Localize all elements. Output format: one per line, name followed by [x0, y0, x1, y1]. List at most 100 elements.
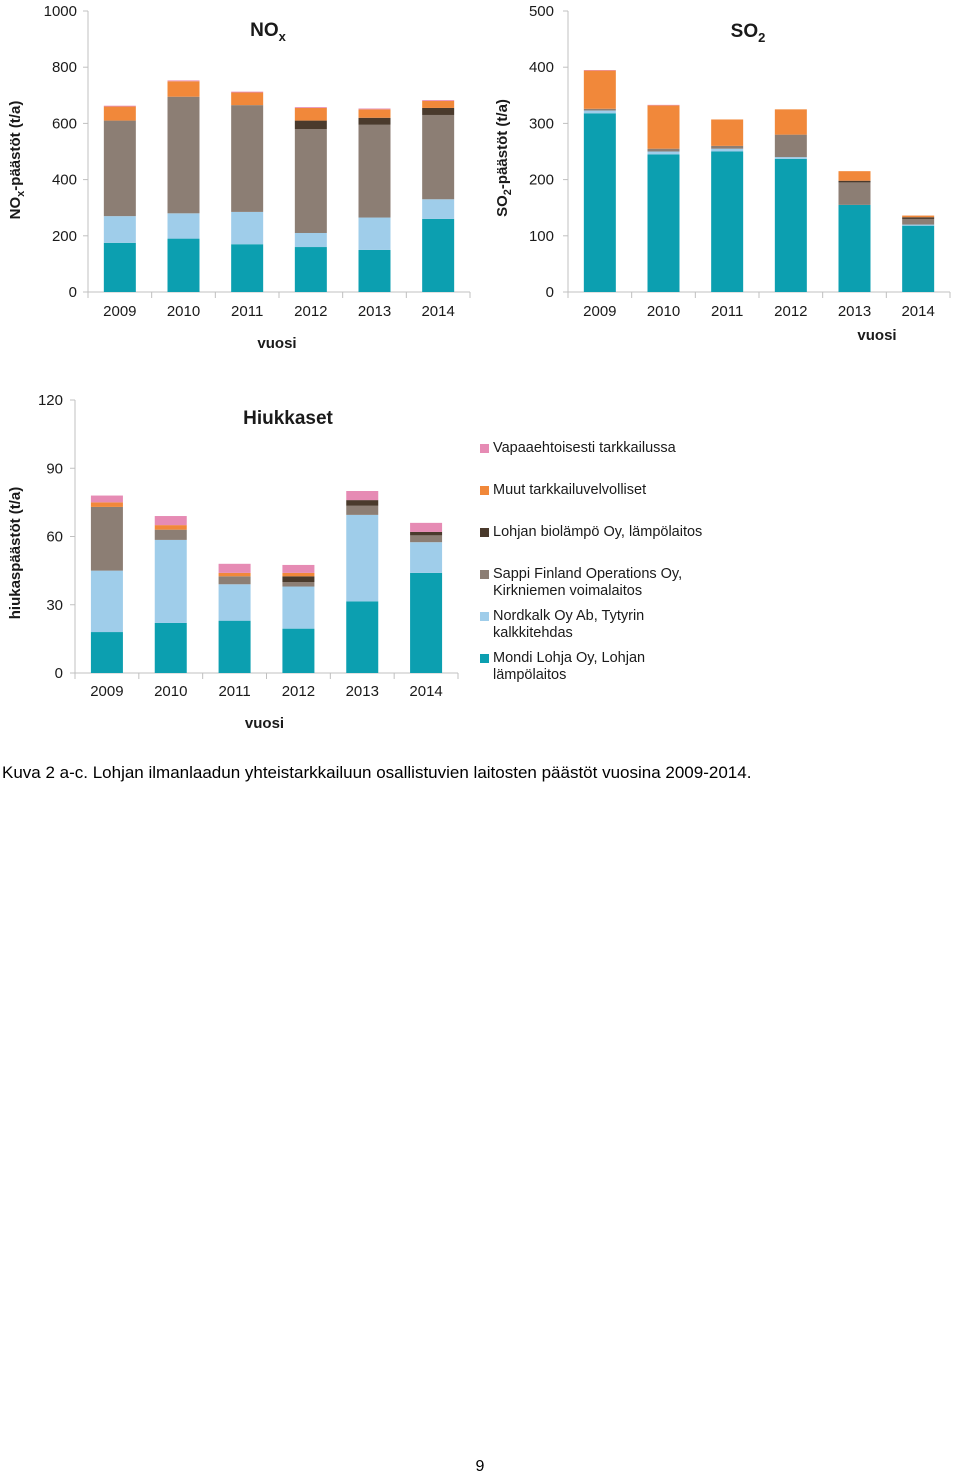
x-axis-label: vuosi [857, 327, 896, 344]
bar-segment-nordkalk-2014 [422, 199, 455, 219]
legend-swatch-sappi [480, 570, 489, 579]
legend-swatch-muut [480, 486, 489, 495]
bar-segment-lohjan-2014 [902, 217, 935, 219]
y-axis-label: hiukaspäästöt (t/a) [7, 487, 24, 620]
bar-segment-mondi-2012 [294, 247, 327, 292]
bar-segment-mondi-2013 [358, 249, 391, 292]
bar-segment-muut-2011 [231, 92, 264, 106]
legend-label-mondi: Mondi Lohja Oy, Lohjan lämpölaitos [493, 650, 646, 683]
bar-segment-muut-2009 [583, 70, 616, 109]
bar-segment-mondi-2011 [711, 151, 744, 292]
bar-segment-lohjan-2013 [838, 180, 871, 183]
so2-chart: 0 100 200 300 400 500 2009 2010 2011 2012 2013 2014… [494, 3, 951, 344]
bar-segment-vapaa-2012 [294, 107, 327, 108]
bar-segment-nordkalk-2013 [358, 217, 391, 250]
legend-label-vapaa: Vapaaehtoisesti tarkkailussa [493, 440, 676, 456]
figure-caption: Kuva 2 a-c. Lohjan ilmanlaadun yhteistar… [2, 763, 752, 782]
bar-segment-lohjan-2014 [422, 107, 455, 115]
bar-segment-vapaa-2014 [422, 100, 455, 101]
bar-segment-nordkalk-2011 [231, 211, 264, 245]
legend-item-lohjan: Lohjan biolämpö Oy, lämpölaitos [480, 524, 713, 541]
bar-segment-vapaa-2009 [90, 495, 123, 503]
legend-item-vapaa: Vapaaehtoisesti tarkkailussa [480, 440, 713, 457]
y-tick-label: 1000 [44, 3, 77, 20]
bar-segment-muut-2014 [422, 100, 455, 108]
bar-segment-muut-2010 [167, 81, 200, 97]
bar-segment-mondi-2009 [103, 242, 136, 292]
bar-segment-muut-2012 [294, 107, 327, 121]
x-tick-label: 2012 [294, 303, 327, 320]
legend-item-nordkalk: Nordkalk Oy Ab, Tytyrin kalkkitehdas [480, 608, 713, 642]
bar-segment-nordkalk-2009 [103, 216, 136, 243]
bar-segment-vapaa-2010 [647, 104, 680, 106]
y-tick-label: 60 [46, 529, 63, 546]
bar-segment-sappi-2010 [154, 529, 187, 540]
bar-segment-vapaa-2014 [410, 522, 443, 532]
bar-segment-vapaa-2013 [358, 108, 391, 110]
bar-segment-sappi-2011 [231, 105, 264, 212]
bar-segment-muut-2014 [902, 215, 935, 218]
nox-chart: 0 200 400 600 800 1000 2009 2010 2011 2012 2013 201… [7, 3, 471, 352]
chart-title: SO2 [731, 21, 766, 45]
x-tick-label: 2014 [409, 683, 442, 700]
bar-segment-mondi-2012 [282, 628, 315, 673]
bar-segment-sappi-2011 [218, 576, 251, 585]
x-tick-label: 2009 [583, 303, 616, 320]
bar-segment-sappi-2009 [583, 108, 616, 111]
bar-segment-lohjan-2013 [358, 117, 391, 125]
bar-segment-sappi-2014 [410, 535, 443, 543]
bar-segment-nordkalk-2010 [647, 151, 680, 155]
bar-segment-nordkalk-2012 [282, 586, 315, 629]
bar-segment-vapaa-2010 [167, 80, 200, 82]
bar-segment-vapaa-2009 [583, 70, 616, 71]
bar-segment-nordkalk-2011 [218, 584, 251, 621]
bar-segment-sappi-2010 [167, 96, 200, 214]
x-tick-label: 2012 [774, 303, 807, 320]
legend-swatch-nordkalk [480, 612, 489, 621]
bar-segment-muut-2010 [154, 525, 187, 530]
y-axis-label: NOx-päästöt (t/a) [7, 101, 27, 220]
y-tick-label: 500 [529, 3, 554, 20]
bar-segment-mondi-2010 [167, 238, 200, 292]
bar-segment-vapaa-2011 [218, 563, 251, 573]
bar-segment-nordkalk-2009 [90, 570, 123, 633]
x-tick-label: 2014 [901, 303, 934, 320]
y-tick-label: 0 [546, 284, 554, 301]
x-tick-label: 2013 [838, 303, 871, 320]
bar-segment-lohjan-2013 [346, 500, 379, 506]
bar-segment-mondi-2013 [838, 204, 871, 292]
x-tick-label: 2011 [231, 303, 263, 320]
y-tick-label: 400 [529, 59, 554, 76]
y-tick-label: 0 [69, 284, 77, 301]
legend-swatch-mondi [480, 654, 489, 663]
x-tick-label: 2014 [421, 303, 454, 320]
y-tick-label: 120 [38, 392, 63, 409]
x-tick-label: 2010 [154, 683, 187, 700]
x-tick-label: 2010 [167, 303, 200, 320]
legend-label-lohjan: Lohjan biolämpö Oy, lämpölaitos [493, 524, 703, 540]
bar-segment-sappi-2009 [90, 506, 123, 571]
bar-segment-vapaa-2013 [346, 491, 379, 501]
bar-segment-muut-2013 [358, 109, 391, 118]
legend-item-muut: Muut tarkkailuvelvolliset [480, 482, 713, 499]
bar-segment-sappi-2011 [711, 145, 744, 149]
x-tick-label: 2010 [647, 303, 680, 320]
bar-segment-nordkalk-2011 [711, 148, 744, 152]
x-tick-label: 2009 [103, 303, 136, 320]
y-tick-label: 90 [46, 460, 63, 477]
bar-segment-nordkalk-2010 [154, 539, 187, 623]
bar-segment-vapaa-2010 [154, 516, 187, 526]
y-tick-label: 600 [52, 115, 77, 132]
bar-segment-muut-2013 [838, 171, 871, 181]
bar-segment-nordkalk-2012 [294, 232, 327, 248]
y-tick-label: 0 [55, 665, 63, 682]
y-axis-label: SO2-päästöt (t/a) [494, 99, 514, 217]
bar-segment-nordkalk-2009 [583, 110, 616, 114]
y-tick-label: 800 [52, 59, 77, 76]
bar-segment-nordkalk-2013 [346, 514, 379, 602]
x-axis-label: vuosi [257, 335, 296, 352]
y-tick-label: 300 [529, 115, 554, 132]
bar-segment-sappi-2009 [103, 120, 136, 217]
bar-segment-mondi-2011 [231, 244, 264, 292]
x-tick-label: 2013 [358, 303, 391, 320]
